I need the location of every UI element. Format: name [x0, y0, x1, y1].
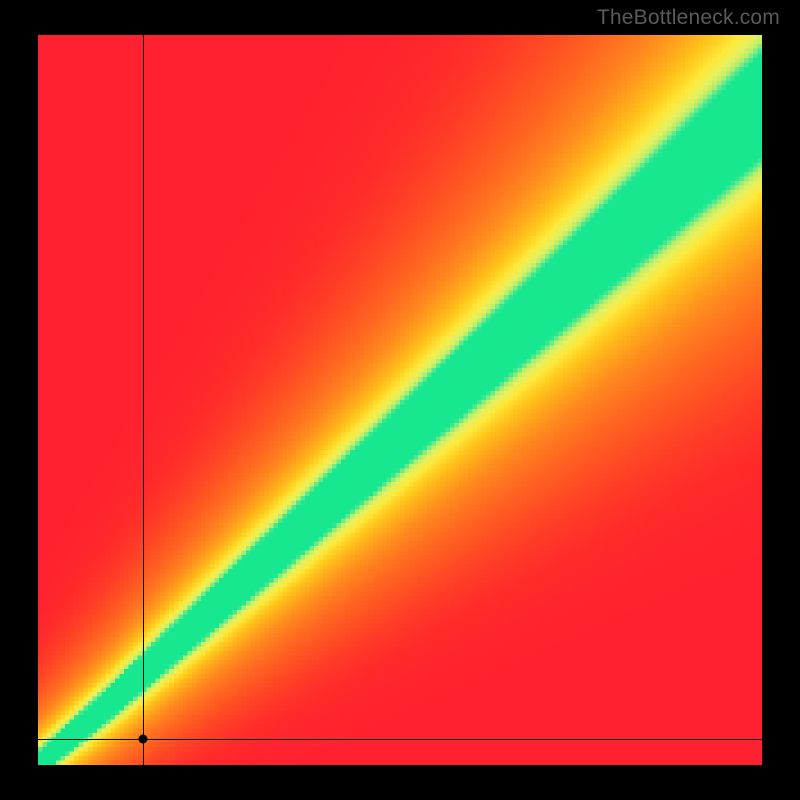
crosshair-vertical — [143, 35, 144, 765]
heatmap-plot-area — [38, 35, 762, 765]
watermark-text: TheBottleneck.com — [597, 6, 780, 30]
heatmap-canvas — [38, 35, 762, 765]
marker-dot — [138, 735, 147, 744]
chart-container: TheBottleneck.com — [0, 0, 800, 800]
